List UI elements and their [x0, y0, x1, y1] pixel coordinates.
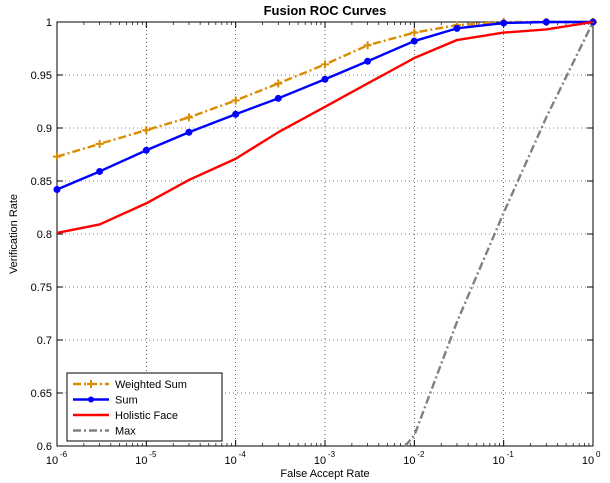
grid [57, 22, 593, 446]
legend-label: Weighted Sum [115, 379, 187, 391]
data-point [542, 18, 550, 26]
data-point [321, 60, 329, 69]
x-tick-exponent: 0 [596, 450, 601, 459]
y-tick-label: 0.75 [31, 282, 52, 294]
x-tick-base: 10 [135, 455, 147, 467]
legend-label: Sum [115, 395, 138, 407]
series-sum [53, 18, 597, 193]
y-tick-label: 0.8 [37, 229, 52, 241]
x-axis-label: False Accept Rate [280, 468, 369, 480]
chart-title: Fusion ROC Curves [264, 3, 387, 18]
data-point [364, 57, 372, 65]
x-tick-label: 10-1 [493, 450, 515, 467]
series-weighted-sum [53, 18, 597, 161]
y-tick-label: 0.65 [31, 388, 52, 400]
y-axis-label: Verification Rate [8, 194, 20, 274]
x-tick-label: 10-6 [46, 450, 68, 467]
data-point [274, 94, 282, 102]
data-point [363, 41, 372, 50]
legend-item-sum: Sum [73, 395, 138, 407]
data-point [453, 24, 461, 32]
x-tick-base: 10 [582, 455, 594, 467]
y-tick-label: 1 [46, 17, 52, 29]
y-tick-label: 0.95 [31, 70, 52, 82]
data-point [274, 79, 283, 88]
data-point [184, 113, 193, 122]
data-point [410, 37, 418, 45]
x-tick-base: 10 [46, 455, 58, 467]
y-tick-label: 0.6 [37, 441, 52, 453]
data-point [142, 146, 150, 154]
data-point [185, 128, 193, 136]
x-tick-label: 10-2 [403, 450, 425, 467]
x-tick-label: 10-4 [225, 450, 247, 467]
legend: Weighted Sum Sum Holistic Face Max [66, 372, 223, 442]
legend-item-weighted-sum: Weighted Sum [73, 379, 187, 391]
x-tick-exponent: -2 [417, 450, 425, 459]
x-tick-label: 100 [582, 450, 601, 467]
x-tick-base: 10 [225, 455, 237, 467]
data-point [96, 167, 104, 175]
legend-marker [88, 396, 94, 403]
legend-label: Holistic Face [115, 410, 178, 422]
data-point [142, 126, 151, 135]
y-tick-label: 0.9 [37, 123, 52, 135]
y-tick-label: 0.7 [37, 335, 52, 347]
legend-item-holistic-face: Holistic Face [73, 410, 178, 422]
x-tick-exponent: -3 [328, 450, 336, 459]
data-point [410, 28, 419, 37]
data-point [53, 185, 61, 193]
data-point [231, 96, 240, 105]
axis-ticks: 10-610-510-410-310-210-11000.60.650.70.7… [31, 17, 601, 467]
data-point [232, 110, 240, 118]
x-tick-label: 10-3 [314, 450, 336, 467]
series-line-holistic-face [56, 20, 594, 235]
data-point [53, 152, 61, 161]
y-tick-label: 0.85 [31, 176, 52, 188]
series [53, 18, 597, 447]
data-point [500, 19, 508, 27]
x-tick-exponent: -6 [60, 450, 68, 459]
data-point [95, 139, 104, 148]
series-holistic-face [56, 20, 594, 235]
data-point [321, 75, 329, 83]
series-line-max [404, 21, 595, 447]
series-max [404, 21, 595, 447]
x-tick-exponent: -4 [239, 450, 247, 459]
x-tick-label: 10-5 [135, 450, 157, 467]
x-tick-base: 10 [403, 455, 415, 467]
x-tick-base: 10 [493, 455, 505, 467]
x-tick-exponent: -1 [507, 450, 515, 459]
x-tick-base: 10 [314, 455, 326, 467]
x-tick-exponent: -5 [149, 450, 157, 459]
legend-item-max: Max [73, 426, 136, 438]
legend-label: Max [115, 426, 136, 438]
